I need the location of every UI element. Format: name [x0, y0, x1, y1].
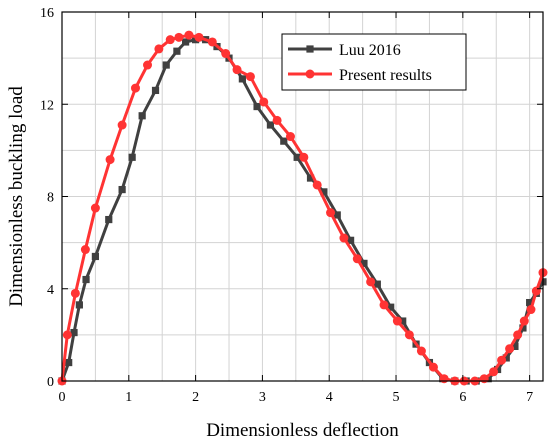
data-point — [428, 362, 438, 372]
data-point — [238, 75, 246, 83]
data-point — [266, 121, 275, 129]
data-point — [173, 47, 181, 55]
data-point — [399, 317, 407, 325]
data-point — [70, 288, 80, 298]
data-point — [70, 328, 78, 337]
data-point — [526, 298, 534, 307]
legend-swatch-marker — [305, 69, 315, 79]
data-point — [404, 330, 414, 340]
data-point — [80, 245, 90, 255]
data-point — [75, 301, 83, 309]
data-point — [519, 324, 527, 332]
data-point — [511, 342, 519, 351]
data-point — [232, 65, 242, 75]
data-point — [181, 38, 190, 46]
data-point — [151, 86, 160, 95]
data-point — [105, 215, 113, 224]
data-point — [259, 97, 269, 107]
data-point — [526, 305, 536, 315]
series-layer — [57, 30, 548, 386]
legend-label: Luu 2016 — [339, 42, 401, 59]
data-point — [439, 374, 449, 384]
data-point — [373, 280, 381, 288]
data-point — [293, 153, 301, 161]
data-point — [320, 188, 328, 196]
legend-swatch-marker — [306, 45, 314, 53]
data-point — [280, 137, 288, 145]
data-point — [366, 277, 376, 287]
y-axis-title: Dimensionless buckling load — [6, 86, 27, 307]
x-tick-label: 4 — [326, 390, 333, 405]
x-tick-label: 0 — [59, 390, 66, 405]
data-point — [285, 132, 295, 142]
data-point — [387, 303, 395, 311]
data-point — [312, 180, 322, 190]
data-point — [497, 355, 507, 365]
x-tick-label: 1 — [125, 390, 132, 405]
y-tick-label: 8 — [47, 191, 54, 206]
data-point — [91, 252, 100, 261]
data-point — [502, 354, 510, 362]
data-point — [138, 112, 146, 120]
data-point — [174, 32, 184, 42]
data-point — [82, 275, 90, 284]
legend-label: Present results — [339, 67, 432, 84]
x-tick-label: 2 — [192, 390, 199, 405]
x-axis-title: Dimensionless deflection — [206, 420, 399, 441]
data-point — [352, 254, 362, 264]
data-point — [299, 152, 309, 162]
data-point — [245, 72, 255, 82]
data-point — [162, 61, 170, 69]
data-point — [505, 344, 515, 354]
data-point — [360, 259, 368, 267]
legend-item: Present results — [288, 67, 432, 84]
data-point — [143, 60, 153, 70]
y-tick-label: 4 — [47, 283, 54, 298]
data-point — [62, 330, 72, 340]
data-point — [154, 44, 164, 54]
legend-items: Luu 2016 Present results — [288, 42, 432, 84]
data-point — [339, 233, 349, 243]
data-point — [519, 316, 529, 326]
data-point — [272, 115, 282, 125]
data-point — [194, 32, 204, 42]
data-point — [128, 153, 136, 161]
data-point — [306, 174, 315, 182]
data-point — [333, 211, 341, 219]
data-point — [117, 120, 127, 130]
data-point — [479, 374, 489, 384]
data-point — [221, 49, 231, 59]
data-point — [326, 208, 336, 218]
data-point — [207, 37, 217, 47]
y-tick-label: 0 — [47, 375, 54, 390]
data-point — [513, 330, 523, 340]
data-point — [253, 102, 261, 111]
x-tick-label: 3 — [259, 390, 266, 405]
data-point — [531, 286, 541, 296]
data-point — [392, 316, 402, 326]
data-point — [105, 155, 115, 165]
legend-item: Luu 2016 — [288, 42, 401, 59]
data-point — [90, 203, 100, 213]
data-point — [489, 367, 499, 377]
data-point — [65, 358, 73, 367]
data-point — [118, 185, 126, 194]
data-point — [184, 30, 194, 40]
x-tick-label: 6 — [459, 390, 466, 405]
data-point — [130, 83, 140, 93]
data-point — [165, 35, 175, 45]
data-point — [379, 300, 389, 310]
data-point — [416, 346, 426, 356]
y-tick-label: 16 — [40, 6, 54, 21]
data-point — [493, 365, 502, 374]
legend-box — [281, 33, 467, 91]
data-point — [347, 236, 355, 244]
y-tick-label: 12 — [40, 98, 54, 113]
legend: Luu 2016 Present results — [281, 33, 467, 91]
x-tick-label: 7 — [526, 390, 533, 405]
x-tick-label: 5 — [393, 390, 400, 405]
